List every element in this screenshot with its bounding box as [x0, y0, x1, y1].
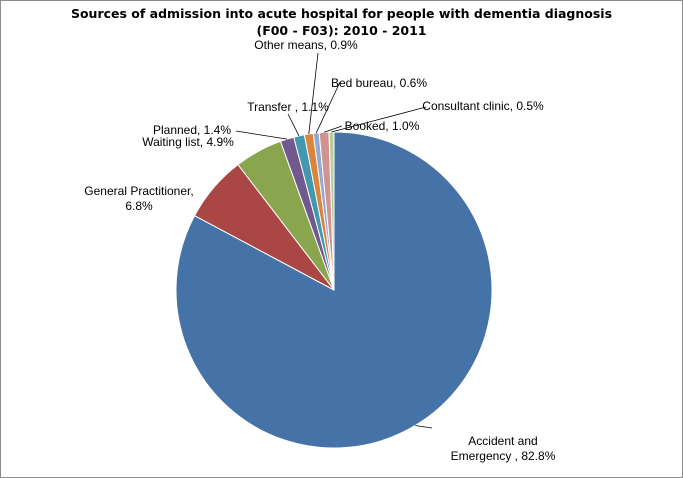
leader-line-0 — [415, 425, 433, 429]
slice-label-3-line-0: Planned, 1.4% — [153, 123, 231, 137]
slice-label-1-line-0: General Practitioner, — [84, 184, 193, 198]
pie-slices — [175, 131, 493, 449]
slice-label-4-line-0: Transfer , 1.1% — [247, 100, 329, 114]
slice-label-6: Bed bureau, 0.6% — [331, 76, 427, 90]
slice-label-8-line-0: Consultant clinic, 0.5% — [422, 99, 544, 113]
slice-label-7: Booked, 1.0% — [345, 119, 420, 133]
leader-line-4 — [287, 113, 300, 137]
leader-line-5 — [308, 52, 319, 135]
leader-line-3 — [235, 130, 288, 140]
slice-label-2: Waiting list, 4.9% — [142, 135, 234, 149]
slice-label-8: Consultant clinic, 0.5% — [422, 99, 544, 113]
leader-line-8 — [331, 106, 427, 133]
chart-title-line-1: Sources of admission into acute hospital… — [70, 6, 613, 21]
slice-label-2-line-0: Waiting list, 4.9% — [142, 135, 234, 149]
chart-title-line-2: (F00 - F03): 2010 - 2011 — [256, 23, 427, 38]
slice-label-4: Transfer , 1.1% — [247, 100, 329, 114]
slice-labels: Accident and Emergency , 82.8% General Pra… — [84, 38, 555, 463]
slice-label-6-line-0: Bed bureau, 0.6% — [331, 76, 427, 90]
slice-label-5-line-0: Other means, 0.9% — [254, 38, 358, 52]
slice-label-1: General Practitioner, 6.8% — [84, 184, 193, 213]
slice-label-1-line-1: 6.8% — [125, 199, 153, 213]
slice-label-7-line-0: Booked, 1.0% — [345, 119, 420, 133]
leader-line-7 — [323, 125, 343, 133]
slice-label-3: Planned, 1.4% — [153, 123, 231, 137]
slice-label-0: Accident and Emergency , 82.8% — [451, 434, 556, 463]
slice-label-5: Other means, 0.9% — [254, 38, 358, 52]
chart-title: Sources of admission into acute hospital… — [0, 5, 683, 39]
slice-label-0-line-1: Emergency , 82.8% — [451, 449, 556, 463]
slice-label-0-line-0: Accident and — [468, 434, 537, 448]
leader-line-6 — [315, 81, 341, 134]
